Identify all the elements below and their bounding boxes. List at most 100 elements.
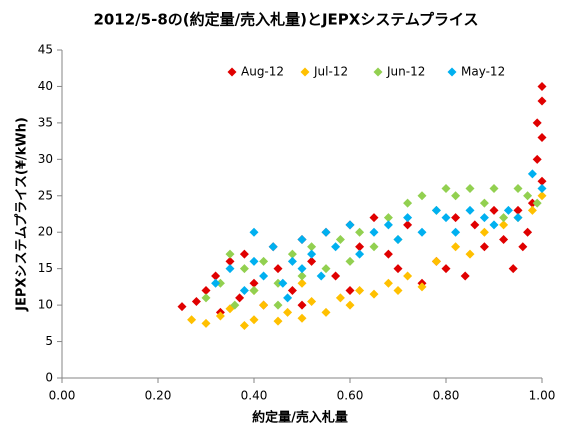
point <box>465 183 475 193</box>
point <box>431 256 441 266</box>
point <box>532 198 542 208</box>
point <box>537 183 547 193</box>
point <box>451 191 461 201</box>
point <box>297 278 307 288</box>
point <box>283 293 293 303</box>
point <box>499 213 509 223</box>
chart-title: 2012/5-8の(約定量/売入札量)とJEPXシステムプライス <box>93 11 478 29</box>
point <box>369 213 379 223</box>
point <box>215 311 225 321</box>
point <box>417 227 427 237</box>
point <box>369 227 379 237</box>
point <box>297 300 307 310</box>
point <box>225 249 235 259</box>
point <box>508 264 518 274</box>
point <box>259 256 269 266</box>
point <box>460 271 470 281</box>
point <box>201 293 211 303</box>
point <box>499 220 509 230</box>
point <box>249 278 259 288</box>
point <box>335 235 345 245</box>
y-tick-label: 20 <box>38 225 53 239</box>
point <box>297 313 307 323</box>
point <box>249 227 259 237</box>
point <box>331 271 341 281</box>
point <box>523 191 533 201</box>
point <box>239 286 249 296</box>
point <box>345 300 355 310</box>
point <box>307 256 317 266</box>
point <box>316 271 326 281</box>
point <box>215 278 225 288</box>
point <box>268 242 278 252</box>
y-tick-label: 10 <box>38 298 53 312</box>
point <box>489 183 499 193</box>
y-tick-label: 0 <box>45 371 53 385</box>
point <box>537 96 547 106</box>
legend-label: Jul-12 <box>313 65 348 79</box>
point <box>249 256 259 266</box>
point <box>465 249 475 259</box>
point <box>345 256 355 266</box>
point <box>307 242 317 252</box>
point <box>393 264 403 274</box>
point <box>537 81 547 91</box>
point <box>355 242 365 252</box>
point <box>403 213 413 223</box>
point <box>393 286 403 296</box>
point <box>479 242 489 252</box>
point <box>441 264 451 274</box>
point <box>211 278 221 288</box>
point <box>321 264 331 274</box>
point <box>403 271 413 281</box>
point <box>287 249 297 259</box>
point <box>441 183 451 193</box>
point <box>239 249 249 259</box>
point <box>393 235 403 245</box>
point <box>249 315 259 325</box>
point <box>499 235 509 245</box>
point <box>532 154 542 164</box>
point <box>307 249 317 259</box>
x-tick-label: 0.20 <box>145 389 172 403</box>
point <box>230 300 240 310</box>
point <box>283 307 293 317</box>
point <box>518 242 528 252</box>
point <box>383 220 393 230</box>
point <box>523 227 533 237</box>
series <box>201 183 542 310</box>
point <box>321 307 331 317</box>
y-tick-label: 35 <box>38 115 53 129</box>
series <box>211 169 547 303</box>
point <box>249 286 259 296</box>
point <box>532 118 542 128</box>
y-tick-label: 25 <box>38 188 53 202</box>
point <box>345 286 355 296</box>
point <box>417 191 427 201</box>
point <box>451 227 461 237</box>
point <box>278 278 288 288</box>
point <box>403 198 413 208</box>
point <box>273 300 283 310</box>
legend-marker <box>373 67 383 77</box>
point <box>201 286 211 296</box>
x-tick-label: 0.40 <box>241 389 268 403</box>
point <box>259 300 269 310</box>
point <box>489 220 499 230</box>
legend-marker <box>300 67 310 77</box>
y-tick-label: 45 <box>38 43 53 57</box>
point <box>345 220 355 230</box>
x-tick-label: 0.60 <box>337 389 364 403</box>
point <box>355 249 365 259</box>
point <box>297 235 307 245</box>
point <box>273 264 283 274</box>
x-tick-label: 1.00 <box>529 389 556 403</box>
legend-label: May-12 <box>461 65 505 79</box>
point <box>441 213 451 223</box>
point <box>470 220 480 230</box>
point <box>335 293 345 303</box>
point <box>513 205 523 215</box>
point <box>191 296 201 306</box>
point <box>211 271 221 281</box>
point <box>465 205 475 215</box>
